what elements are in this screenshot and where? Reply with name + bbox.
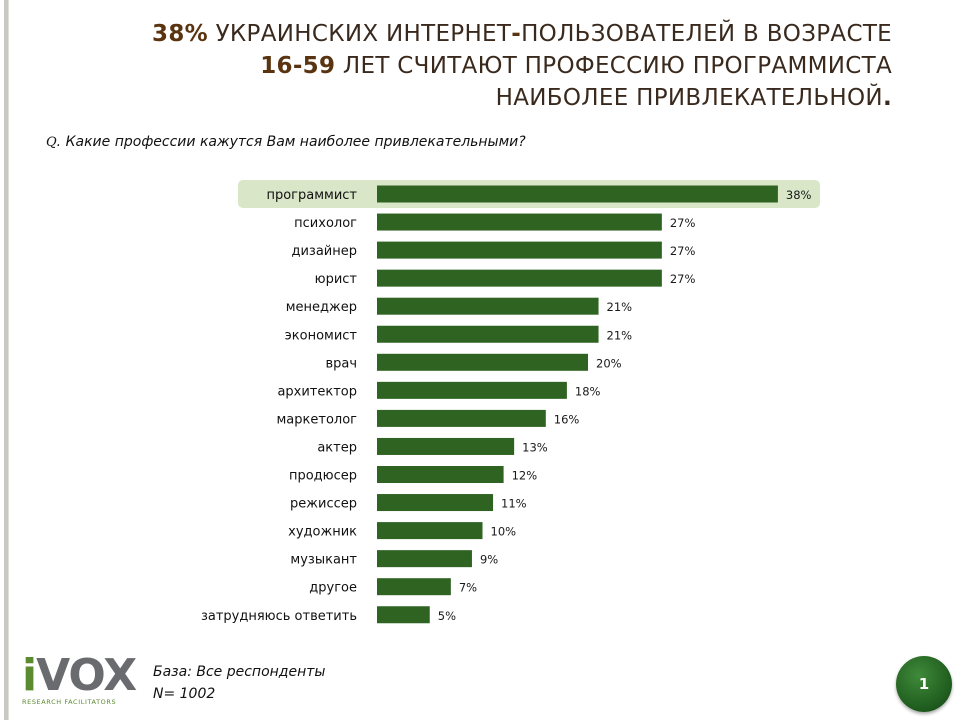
data-label: 12% (512, 469, 538, 483)
title-accent-percent: 38% (152, 21, 208, 47)
category-label: экономист (285, 328, 358, 343)
bar (377, 606, 430, 624)
category-label: психолог (294, 216, 357, 231)
slide-title: 38% УКРАИНСКИХ ИНТЕРНЕТ-ПОЛЬЗОВАТЕЛЕЙ В … (52, 18, 892, 114)
bar (377, 353, 588, 371)
data-label: 7% (459, 581, 477, 595)
category-label: продюсер (289, 469, 357, 484)
bar (377, 550, 472, 568)
category-label: программист (266, 188, 357, 203)
base-note: База: Все респонденты N= 1002 (153, 661, 325, 705)
data-label: 27% (670, 272, 696, 286)
category-label: врач (325, 356, 357, 371)
bar (377, 241, 662, 259)
category-label: юрист (315, 272, 358, 287)
category-label: дизайнер (291, 244, 357, 259)
bar (377, 269, 662, 287)
data-label: 16% (554, 412, 580, 426)
title-line1-tail: ПОЛЬЗОВАТЕЛЕЙ В ВОЗРАСТЕ (521, 21, 892, 47)
category-label: маркетолог (277, 412, 358, 427)
data-label: 18% (575, 384, 601, 398)
title-line3-text: НАИБОЛЕЕ ПРИВЛЕКАТЕЛЬНОЙ (495, 85, 883, 111)
logo-tagline: RESEARCH FACILITATORS (22, 698, 117, 706)
title-line2-text: ЛЕТ СЧИТАЮТ ПРОФЕССИЮ ПРОГРАММИСТА (335, 53, 892, 79)
category-label: менеджер (286, 300, 357, 315)
category-label: художник (288, 525, 357, 540)
data-label: 38% (786, 188, 812, 202)
logo-wordmark: iVOX (22, 654, 137, 698)
bar (377, 437, 515, 455)
bar (377, 578, 451, 596)
data-label: 27% (670, 244, 696, 258)
title-accent-age: 16-59 (260, 53, 336, 79)
category-label: режиссер (290, 497, 357, 512)
title-period: . (882, 85, 892, 111)
question-text: Q. Какие профессии кажутся Вам наиболее … (46, 134, 526, 150)
data-label: 5% (438, 609, 456, 623)
data-label: 27% (670, 216, 696, 230)
bar (377, 522, 483, 540)
data-label: 13% (522, 440, 548, 454)
bar (377, 325, 599, 343)
title-hyphen: - (511, 21, 522, 47)
bar (377, 185, 778, 203)
base-label: База: Все респонденты (153, 664, 326, 680)
data-label: 10% (491, 525, 517, 539)
category-label: архитектор (277, 384, 357, 399)
category-label: затрудняюсь ответить (201, 609, 357, 624)
question-prefix: Q (46, 135, 57, 150)
logo-letters-vox: VOX (36, 650, 137, 701)
logo-letter-i: i (22, 650, 37, 701)
page-number-badge: 1 (896, 656, 952, 712)
bar (377, 213, 662, 231)
data-label: 11% (501, 497, 527, 511)
sample-size-label: N= 1002 (153, 686, 216, 702)
question-body: . Какие профессии кажутся Вам наиболее п… (56, 134, 526, 150)
category-label: актер (317, 440, 357, 455)
bar (377, 381, 567, 399)
data-label: 20% (596, 356, 622, 370)
data-label: 21% (607, 300, 633, 314)
ivox-logo: iVOX RESEARCH FACILITATORS (22, 654, 137, 708)
bar (377, 494, 494, 512)
category-label: музыкант (290, 553, 357, 568)
bar (377, 409, 546, 427)
left-border-rule (4, 0, 9, 720)
bar (377, 297, 599, 315)
bar (377, 466, 504, 483)
category-label: другое (309, 581, 357, 596)
data-label: 9% (480, 553, 498, 567)
data-label: 21% (607, 328, 633, 342)
title-line1-text: УКРАИНСКИХ ИНТЕРНЕТ (207, 21, 512, 47)
